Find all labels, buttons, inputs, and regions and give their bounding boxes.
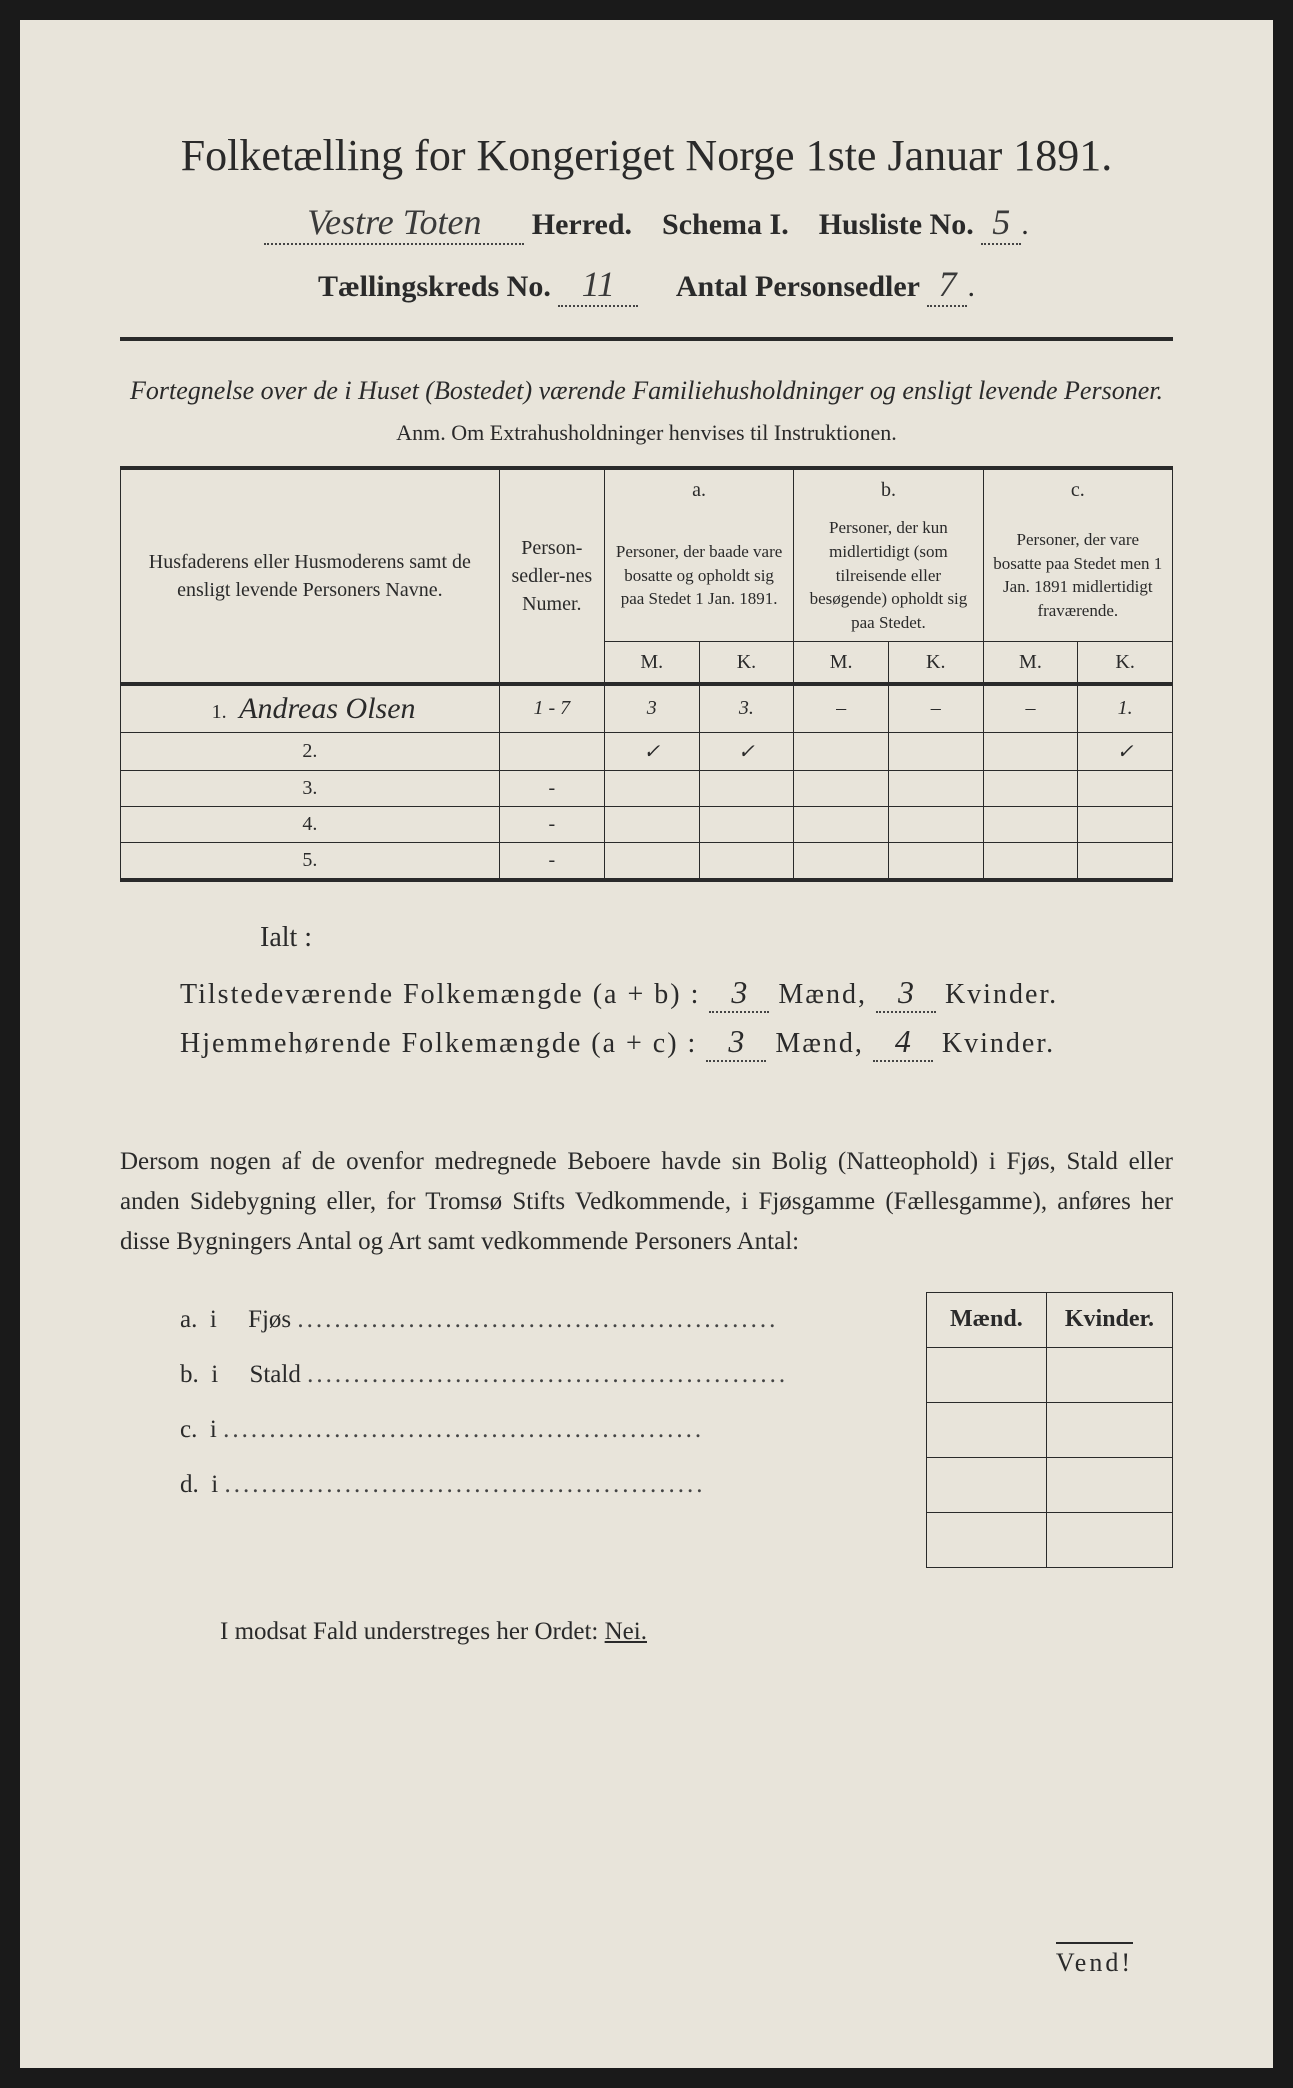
th-cm: M.	[983, 641, 1078, 684]
table-row: 3. -	[121, 770, 1173, 806]
header-line-2: Vestre Toten Herred. Schema I. Husliste …	[120, 201, 1173, 245]
th-ak: K.	[699, 641, 794, 684]
antal-label: Antal Personsedler	[676, 270, 920, 303]
th-b-text: Personer, der kun midlertidigt (som tilr…	[794, 510, 983, 641]
table-row: 5. -	[121, 842, 1173, 880]
list-item: c. i	[180, 1402, 906, 1457]
th-name: Husfaderens eller Husmoderens samt de en…	[121, 468, 500, 684]
list-item: d. i	[180, 1457, 906, 1512]
summary-present: Tilstedeværende Folkemængde (a + b) : 3 …	[180, 974, 1173, 1013]
herred-value: Vestre Toten	[264, 201, 524, 245]
schema-label: Schema I.	[662, 208, 789, 241]
kreds-label: Tællingskreds No.	[318, 270, 551, 303]
list-item: a. i Fjøs	[180, 1292, 906, 1347]
divider	[120, 337, 1173, 341]
census-form-page: Folketælling for Kongeriget Norge 1ste J…	[20, 20, 1273, 2068]
th-bk: K.	[888, 641, 983, 684]
summary-resident: Hjemmehørende Folkemængde (a + c) : 3 Mæ…	[180, 1023, 1173, 1062]
herred-label: Herred.	[532, 208, 632, 241]
vend-label: Vend!	[1056, 1942, 1133, 1978]
page-title: Folketælling for Kongeriget Norge 1ste J…	[120, 130, 1173, 181]
anm-text: Anm. Om Extrahusholdninger henvises til …	[120, 420, 1173, 446]
mk-table: Mænd. Kvinder.	[926, 1292, 1173, 1568]
th-kvinder: Kvinder.	[1046, 1292, 1172, 1347]
outbuilding-list: a. i Fjøs b. i Stald c. i d. i	[120, 1292, 906, 1568]
th-bm: M.	[794, 641, 889, 684]
th-b-label: b.	[794, 468, 983, 510]
ialt-label: Ialt :	[260, 922, 1173, 954]
th-ck: K.	[1078, 641, 1173, 684]
header-line-3: Tællingskreds No. 11 Antal Personsedler …	[120, 263, 1173, 307]
th-maend: Mænd.	[926, 1292, 1046, 1347]
outbuilding-paragraph: Dersom nogen af de ovenfor medregnede Be…	[120, 1142, 1173, 1262]
husliste-value: 5	[981, 201, 1021, 245]
kreds-value: 11	[558, 263, 638, 307]
table-row: 1. Andreas Olsen 1 - 7 3 3. – – – 1.	[121, 684, 1173, 733]
nei-line: I modsat Fald understreges her Ordet: Ne…	[220, 1618, 1173, 1646]
th-a-text: Personer, der baade vare bosatte og opho…	[604, 510, 793, 641]
table-row: 2. ✓ ✓ ✓	[121, 732, 1173, 770]
list-item: b. i Stald	[180, 1347, 906, 1402]
intro-text: Fortegnelse over de i Huset (Bostedet) v…	[120, 371, 1173, 410]
th-c-label: c.	[983, 468, 1172, 510]
census-table: Husfaderens eller Husmoderens samt de en…	[120, 466, 1173, 882]
husliste-label: Husliste No.	[819, 208, 974, 241]
th-a-label: a.	[604, 468, 793, 510]
th-am: M.	[604, 641, 699, 684]
th-c-text: Personer, der vare bosatte paa Stedet me…	[983, 510, 1172, 641]
outbuilding-section: a. i Fjøs b. i Stald c. i d. i Mænd. Kvi…	[120, 1292, 1173, 1568]
antal-value: 7	[927, 263, 967, 307]
table-row: 4. -	[121, 806, 1173, 842]
th-numer: Person-sedler-nes Numer.	[499, 468, 604, 684]
